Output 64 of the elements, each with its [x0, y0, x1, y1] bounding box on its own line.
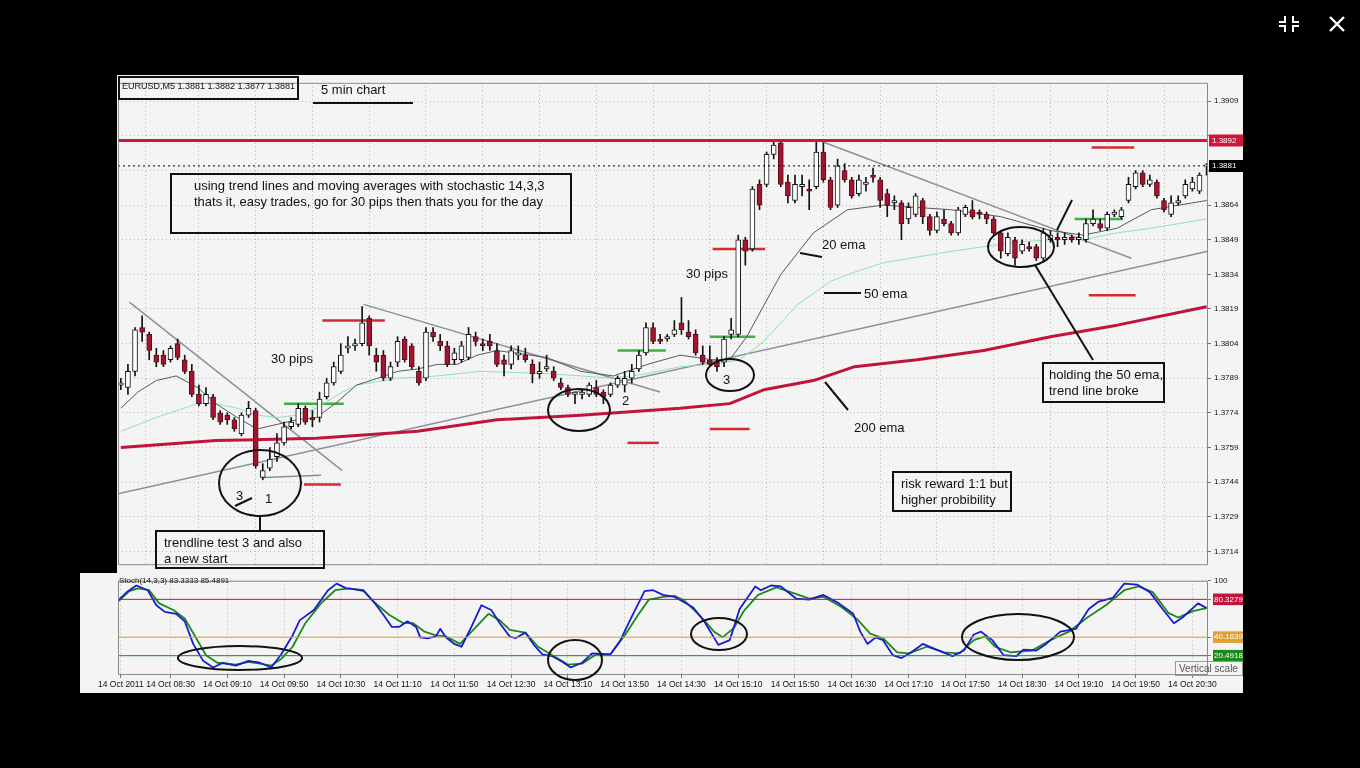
y-tick-label: 1.3849 — [1214, 234, 1240, 244]
annotation: trendline test 3 and also a new start — [155, 530, 325, 569]
x-tick-label: 14 Oct 12:30 — [486, 679, 536, 690]
annotation: 3 — [236, 488, 244, 504]
x-tick-label: 14 Oct 20:30 — [1168, 679, 1217, 690]
annotation: 30 pips — [686, 266, 728, 282]
x-tick-label: 14 Oct 09:50 — [259, 679, 309, 690]
x-tick-label: 14 Oct 11:50 — [430, 679, 479, 690]
annotation: risk reward 1:1 but higher probibility — [892, 471, 1012, 512]
annotation: 5 min chart — [321, 82, 386, 98]
annotation: using trend lines and moving averages with stochastic 14,3,3 thats it, easy trades, go for 30 pips then thats you for the day — [170, 173, 572, 234]
ref-line-label: 1.3892 — [1212, 135, 1238, 145]
candlestick — [139, 315, 145, 342]
y-tick-label: 1.3909 — [1214, 96, 1240, 106]
y-tick-label: 1.3789 — [1214, 373, 1240, 383]
candlestick — [806, 179, 813, 211]
candlestick — [870, 167, 876, 183]
x-tick-label: 14 Oct 13:50 — [600, 679, 650, 690]
candlestick — [1076, 232, 1082, 245]
x-tick-label: 14 Oct 11:10 — [373, 679, 422, 690]
y-tick-label: 1.3714 — [1214, 546, 1240, 556]
x-tick-label: 14 Oct 18:30 — [997, 679, 1047, 690]
y-tick-label: 40.1639 — [1214, 632, 1244, 642]
x-tick-label: 14 Oct 17:10 — [884, 679, 934, 690]
annotation: 20 ema — [822, 237, 866, 253]
annotation: 3 — [723, 372, 731, 388]
annotation: 2 — [622, 393, 630, 409]
x-tick-label: 14 Oct 16:30 — [827, 679, 877, 690]
x-tick-label: 14 Oct 09:10 — [202, 679, 252, 690]
annotation: 1 — [265, 491, 273, 507]
candlestick — [572, 391, 578, 404]
chart-title: Stoch(14,3,3) 83.3333 85.4891 — [119, 576, 230, 585]
candlestick — [345, 336, 351, 354]
x-tick-label: 14 Oct 2011 — [97, 679, 144, 690]
candlestick — [352, 338, 358, 351]
x-tick-label: 14 Oct 19:50 — [1111, 679, 1161, 690]
x-tick-label: 14 Oct 17:50 — [940, 679, 990, 690]
y-tick-label: 1.3819 — [1214, 304, 1240, 314]
annotation: 30 pips — [271, 351, 313, 367]
candlestick — [479, 338, 486, 351]
x-tick-label: 14 Oct 15:50 — [770, 679, 820, 690]
annotation: 200 ema — [854, 420, 905, 436]
y-tick-label: 1.3729 — [1214, 511, 1240, 521]
x-tick-label: 14 Oct 13:10 — [543, 679, 593, 690]
x-tick-label: 14 Oct 08:30 — [146, 679, 196, 690]
y-tick-label: 1.3864 — [1214, 200, 1240, 210]
ref-line-label: 1.3881 — [1212, 161, 1238, 171]
y-tick-label: 1.3774 — [1214, 408, 1240, 418]
y-tick-label: 1.3744 — [1214, 477, 1240, 487]
x-tick-label: 14 Oct 15:10 — [713, 679, 763, 690]
y-tick-label: 20.4918 — [1214, 650, 1244, 660]
chart-title: EURUSD,M5 1.3881 1.3882 1.3877 1.3881 — [118, 76, 300, 100]
x-tick-label: 14 Oct 10:30 — [316, 679, 366, 690]
annotation: holding the 50 ema, trend line broke — [1042, 362, 1166, 403]
candlestick — [799, 174, 805, 197]
y-tick-label: 1.3834 — [1214, 269, 1240, 279]
x-tick-label: 14 Oct 19:10 — [1054, 679, 1104, 690]
y-tick-label: 1.3804 — [1214, 338, 1240, 348]
x-tick-label: 14 Oct 14:30 — [657, 679, 707, 690]
candlestick — [863, 177, 869, 192]
y-tick-label: 1.3759 — [1214, 442, 1240, 452]
y-tick-label: 100 — [1214, 576, 1228, 585]
y-tick-label: 80.3279 — [1214, 594, 1244, 604]
annotation: 50 ema — [864, 286, 908, 302]
